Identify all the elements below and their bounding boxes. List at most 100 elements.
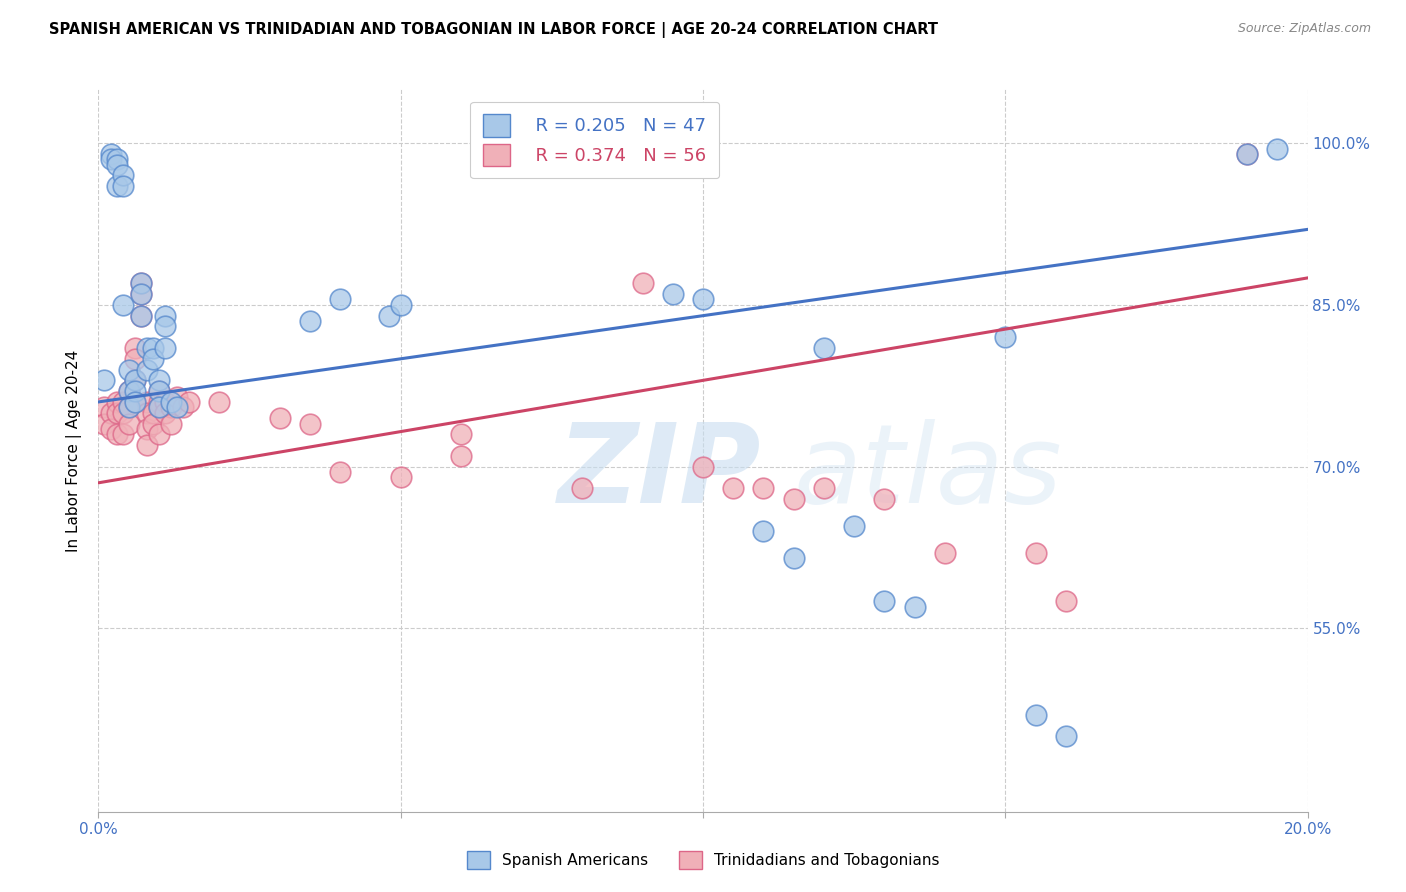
Point <box>153 319 176 334</box>
Point <box>904 599 927 614</box>
Point <box>124 341 146 355</box>
Point <box>934 546 956 560</box>
Point <box>450 449 472 463</box>
Point <box>100 406 122 420</box>
Point <box>148 373 170 387</box>
Point <box>1236 147 1258 161</box>
Text: ZIP: ZIP <box>558 418 762 525</box>
Point <box>142 351 165 366</box>
Point <box>105 158 128 172</box>
Point <box>118 384 141 399</box>
Point <box>129 287 152 301</box>
Point <box>179 395 201 409</box>
Point <box>135 395 157 409</box>
Point <box>135 406 157 420</box>
Point <box>166 390 188 404</box>
Point <box>329 465 352 479</box>
Point <box>813 341 835 355</box>
Point <box>148 395 170 409</box>
Y-axis label: In Labor Force | Age 20-24: In Labor Force | Age 20-24 <box>66 350 83 551</box>
Point <box>124 373 146 387</box>
Point <box>129 277 152 291</box>
Point <box>111 298 134 312</box>
Point <box>752 524 775 539</box>
Point <box>813 481 835 495</box>
Point <box>111 406 134 420</box>
Point <box>124 395 146 409</box>
Point <box>873 491 896 506</box>
Point <box>129 309 152 323</box>
Point <box>118 417 141 431</box>
Point <box>105 395 128 409</box>
Point <box>994 330 1017 344</box>
Point <box>873 594 896 608</box>
Text: SPANISH AMERICAN VS TRINIDADIAN AND TOBAGONIAN IN LABOR FORCE | AGE 20-24 CORREL: SPANISH AMERICAN VS TRINIDADIAN AND TOBA… <box>49 22 938 38</box>
Point <box>783 551 806 566</box>
Point <box>299 314 322 328</box>
Point <box>124 395 146 409</box>
Point <box>153 406 176 420</box>
Text: atlas: atlas <box>793 418 1063 525</box>
Point <box>692 459 714 474</box>
Point <box>105 427 128 442</box>
Point <box>166 401 188 415</box>
Point <box>105 153 128 167</box>
Point <box>148 384 170 399</box>
Point <box>111 169 134 183</box>
Point <box>160 417 183 431</box>
Point <box>135 438 157 452</box>
Point <box>105 406 128 420</box>
Point <box>118 362 141 376</box>
Point <box>124 373 146 387</box>
Point <box>129 287 152 301</box>
Point <box>692 293 714 307</box>
Point <box>105 179 128 194</box>
Point <box>377 309 399 323</box>
Point <box>160 401 183 415</box>
Point <box>118 384 141 399</box>
Point <box>571 481 593 495</box>
Point <box>148 384 170 399</box>
Legend: Spanish Americans, Trinidadians and Tobagonians: Spanish Americans, Trinidadians and Toba… <box>461 845 945 875</box>
Point <box>142 341 165 355</box>
Point <box>631 277 654 291</box>
Point <box>1024 546 1046 560</box>
Point <box>142 406 165 420</box>
Point <box>1054 594 1077 608</box>
Point <box>93 417 115 431</box>
Point <box>153 309 176 323</box>
Point <box>135 422 157 436</box>
Point <box>124 384 146 399</box>
Point <box>100 147 122 161</box>
Point <box>153 341 176 355</box>
Point <box>148 401 170 415</box>
Point <box>844 519 866 533</box>
Point <box>329 293 352 307</box>
Point <box>100 422 122 436</box>
Point <box>783 491 806 506</box>
Point <box>118 401 141 415</box>
Point <box>160 395 183 409</box>
Point <box>299 417 322 431</box>
Point <box>129 309 152 323</box>
Point <box>389 470 412 484</box>
Point <box>118 401 141 415</box>
Point <box>661 287 683 301</box>
Point <box>1267 141 1289 155</box>
Point <box>752 481 775 495</box>
Point <box>111 395 134 409</box>
Point <box>93 373 115 387</box>
Text: Source: ZipAtlas.com: Source: ZipAtlas.com <box>1237 22 1371 36</box>
Point <box>142 417 165 431</box>
Legend:   R = 0.205   N = 47,   R = 0.374   N = 56: R = 0.205 N = 47, R = 0.374 N = 56 <box>470 102 718 178</box>
Point <box>111 179 134 194</box>
Point <box>450 427 472 442</box>
Point <box>1236 147 1258 161</box>
Point <box>148 401 170 415</box>
Point <box>124 351 146 366</box>
Point <box>135 362 157 376</box>
Point <box>1024 707 1046 722</box>
Point <box>100 153 122 167</box>
Point <box>269 411 291 425</box>
Point <box>135 341 157 355</box>
